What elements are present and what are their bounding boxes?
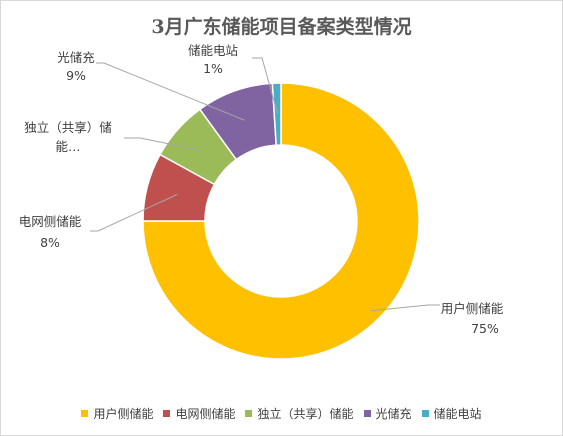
- legend-swatch: [363, 410, 371, 417]
- label-pct-grid-side: 8%: [40, 235, 60, 250]
- legend-swatch: [245, 410, 253, 417]
- chart-title: 3月广东储能项目备案类型情况: [151, 16, 412, 38]
- legend-item-independent: 独立（共享）储能: [245, 405, 354, 422]
- legend-label: 储能电站: [433, 407, 482, 421]
- label-name-grid-side: 电网侧储能: [19, 214, 82, 229]
- legend-item-grid-side: 电网侧储能: [163, 405, 235, 422]
- legend: 用户侧储能 电网侧储能 独立（共享）储能 光储充 储能电站: [0, 405, 563, 422]
- label-name-storage-station: 储能电站: [188, 43, 238, 58]
- slice-user-side: [142, 82, 420, 360]
- legend-label: 用户侧储能: [93, 407, 154, 421]
- leader-grid-side: [90, 193, 178, 232]
- legend-swatch: [421, 410, 429, 417]
- label-pct-storage-station: 1%: [203, 61, 223, 76]
- legend-item-pv-storage-charging: 光储充: [363, 405, 412, 422]
- legend-label: 独立（共享）储能: [257, 407, 354, 421]
- label-pct-pv-storage-charging: 9%: [66, 68, 86, 83]
- legend-label: 光储充: [375, 407, 412, 421]
- leader-storage-station: [252, 57, 279, 115]
- legend-swatch: [163, 410, 171, 417]
- legend-item-storage-station: 储能电站: [421, 405, 482, 422]
- label-name-independent-line1: 独立（共享）储: [24, 120, 112, 135]
- slice-storage-station: [271, 82, 282, 146]
- label-name-independent-line2: 能…: [55, 139, 80, 154]
- label-pct-user-side: 75%: [471, 321, 499, 336]
- label-name-user-side: 用户侧储能: [441, 301, 504, 316]
- leader-user-side: [370, 304, 440, 312]
- legend-swatch: [81, 410, 89, 417]
- legend-label: 电网侧储能: [175, 407, 236, 421]
- legend-item-user-side: 用户侧储能: [81, 405, 153, 422]
- label-name-pv-storage-charging: 光储充: [57, 50, 95, 65]
- leader-independent: [124, 137, 201, 151]
- leader-pv-storage-charging: [96, 62, 245, 121]
